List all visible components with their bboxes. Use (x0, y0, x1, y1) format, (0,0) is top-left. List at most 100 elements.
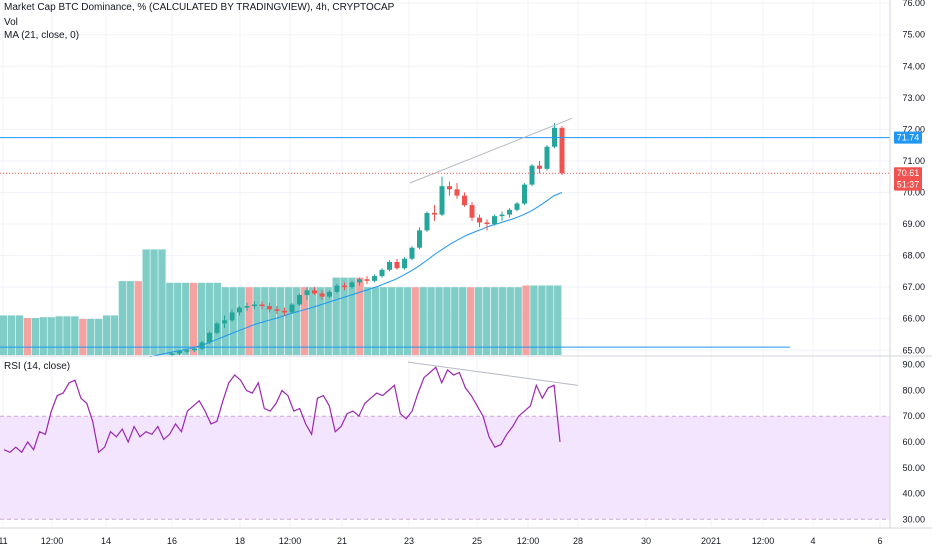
candle-body (409, 247, 415, 259)
ma-legend[interactable]: MA (21, close, 0) (4, 30, 80, 41)
candle-body (559, 127, 565, 174)
candle-body (507, 209, 512, 215)
volume-bar (356, 277, 364, 355)
candle-body (522, 184, 527, 204)
price-tag (894, 131, 922, 144)
volume-bar (47, 317, 55, 355)
volume-bar (237, 287, 245, 355)
candle-body (372, 276, 377, 281)
candle-body (312, 290, 317, 294)
volume-bar (372, 287, 380, 355)
x-tick-label: 30 (641, 536, 651, 546)
volume-bar (411, 287, 419, 355)
candle-body (199, 342, 205, 349)
volume-bar (174, 282, 182, 355)
volume-bar (197, 282, 206, 355)
candle-body (252, 304, 257, 307)
volume-bar (379, 287, 388, 355)
candle-body (394, 261, 400, 269)
rsi-tick-label: 60.00 (902, 437, 925, 447)
candle-body (477, 217, 482, 223)
chart-title[interactable]: Market Cap BTC Dominance, % (CALCULATED … (4, 2, 395, 13)
y-tick-label: 66.00 (902, 314, 925, 324)
volume-bars (0, 249, 562, 355)
volume-bar (31, 318, 39, 355)
candle-body (402, 258, 407, 269)
volume-bar (403, 287, 411, 355)
candlesticks (169, 123, 565, 357)
volume-bar (23, 318, 31, 355)
candle-body (432, 213, 437, 215)
volume-bar (55, 316, 63, 355)
candle-body (454, 189, 460, 196)
volume-bar (490, 287, 499, 355)
volume-bar (277, 287, 285, 355)
volume-bar (340, 277, 348, 355)
volume-bar (285, 287, 293, 355)
horizontal-lines[interactable] (0, 117, 890, 348)
volume-bar (110, 315, 119, 355)
volume-bar (514, 287, 522, 355)
volume-bar (205, 282, 214, 355)
volume-legend[interactable]: Vol (4, 17, 18, 28)
volume-bar (182, 282, 190, 355)
ma-line (149, 192, 563, 358)
volume-bar (474, 287, 483, 355)
x-tick-label: 12:00 (279, 536, 302, 546)
candle-body (184, 350, 190, 352)
volume-bar (538, 285, 546, 355)
candle-body (169, 353, 175, 355)
volume-bar (71, 316, 79, 355)
volume-bar (395, 287, 404, 355)
rsi-band (0, 416, 890, 520)
x-tick-label: 28 (573, 536, 583, 546)
candle-body (192, 348, 197, 351)
rsi-legend[interactable]: RSI (14, close) (4, 361, 71, 372)
candle-body (499, 214, 505, 217)
candle-body (282, 310, 287, 313)
x-tick-label: 25 (472, 536, 482, 546)
volume-bar (7, 315, 16, 355)
candle-body (304, 290, 310, 296)
x-tick-label: 18 (235, 536, 245, 546)
y-tick-label: 72.00 (902, 124, 925, 134)
volume-bar (482, 287, 491, 355)
rsi-line (3, 366, 561, 454)
x-tick-label: 11 (0, 536, 8, 546)
rsi-tick-label: 40.00 (902, 489, 925, 499)
candle-body (327, 291, 332, 297)
price-tag (894, 178, 922, 191)
candle-body (342, 285, 347, 288)
volume-bar (245, 287, 253, 355)
candle-body (364, 279, 370, 281)
x-tick-label: 12:00 (517, 536, 540, 546)
rsi-tick-label: 30.00 (902, 514, 925, 524)
candle-body (469, 205, 475, 218)
volume-bar (0, 315, 8, 355)
volume-bar (387, 287, 396, 355)
volume-bar (554, 285, 562, 355)
volume-bar (332, 277, 340, 355)
volume-bar (95, 318, 103, 355)
volume-bar (546, 285, 554, 355)
volume-bar (79, 318, 87, 355)
rsi-pane (0, 361, 890, 520)
volume-bar (459, 287, 467, 355)
rsi-tick-label: 90.00 (902, 360, 925, 370)
price-tag-label: 70.61 (897, 168, 920, 178)
volume-bar (308, 287, 316, 355)
volume-bar (435, 287, 443, 355)
y-tick-label: 70.00 (902, 187, 925, 197)
moving-average (149, 192, 563, 358)
candle-body (319, 293, 325, 297)
x-tick-label: 21 (337, 536, 347, 546)
candle-body (529, 165, 535, 185)
x-tick-label: 12:00 (41, 536, 64, 546)
volume-bar (150, 249, 158, 355)
candle-body (417, 230, 422, 248)
y-tick-label: 69.00 (902, 219, 925, 229)
volume-bar (324, 287, 332, 355)
candle-body (244, 306, 250, 308)
